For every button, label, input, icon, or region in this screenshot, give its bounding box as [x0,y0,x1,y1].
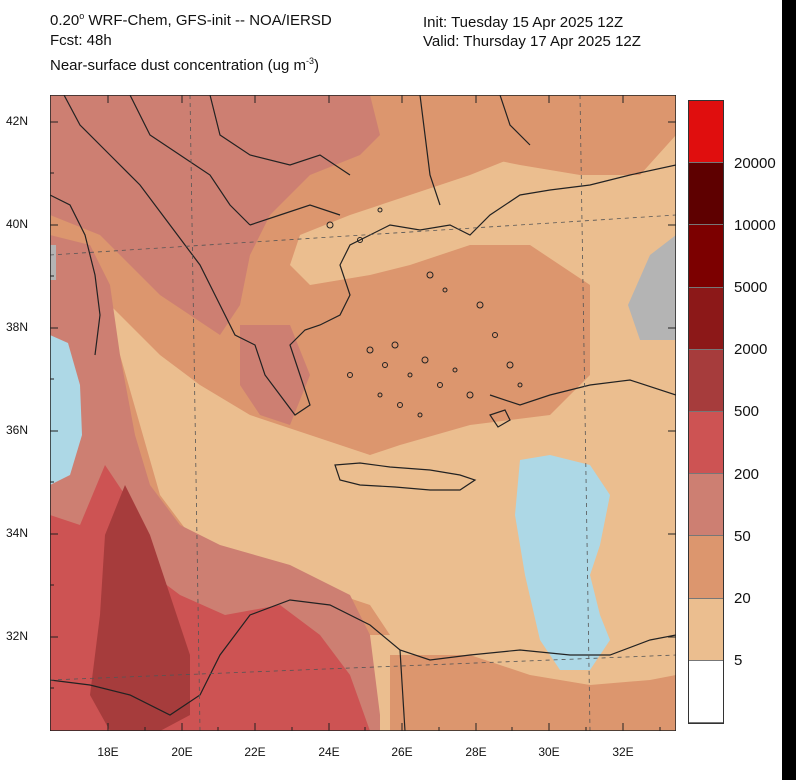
level-20-50-northeast [430,95,676,175]
lat-label: 36N [6,423,29,437]
colorbar-segment [689,474,723,537]
colorbar-segment [689,225,723,288]
colorbar-label: 10000 [734,217,776,234]
resolution-text: 0.20 [50,12,80,29]
colorbar-segment [689,660,723,723]
level-20-50-egypt-coast [390,655,676,731]
colorbar-label: 20000 [734,155,776,172]
level-500-2000-sirte [90,485,190,731]
coastlines [50,95,676,731]
lat-label: 42N [6,114,29,128]
colorbar-label: 50 [734,528,751,545]
axis-ticks [50,95,676,731]
lon-label: 30E [538,745,560,759]
graticule [50,95,676,731]
lat-label: 38N [6,320,29,334]
colorbar-segment [689,412,723,475]
colorbar-label: 5000 [734,279,768,296]
lon-label: 28E [465,745,487,759]
forecast-hour: Fcst: 48h [50,32,112,49]
lat-label: 40N [6,217,29,231]
variable-name-text: Near-surface dust concentration (ug m [50,57,306,74]
missing-data-area-west [50,245,56,280]
colorbar-segment [689,598,723,661]
lat-label: 34N [6,526,29,540]
model-line: 0.20o WRF-Chem, GFS-init -- NOA/IERSD [50,11,332,29]
variable-title: Near-surface dust concentration (ug m-3) [50,51,332,76]
lat-label: 32N [6,629,29,643]
valid-time: Valid: Thursday 17 Apr 2025 12Z [423,33,641,50]
title-left: 0.20o WRF-Chem, GFS-init -- NOA/IERSD Fc… [50,6,332,76]
no-dust-area-adriatic [50,335,82,485]
title-right: Init: Tuesday 15 Apr 2025 12Z Valid: Thu… [423,13,641,51]
colorbar-segment [689,163,723,226]
colorbar-segment [689,349,723,412]
aegean-islands [326,207,523,418]
colorbar-label: 20 [734,590,751,607]
colorbar-label: 500 [734,403,760,420]
init-time: Init: Tuesday 15 Apr 2025 12Z [423,14,624,31]
unit-exponent: -3 [305,56,314,66]
colorbar-label: 200 [734,466,760,483]
dust-map [50,95,676,731]
screen-edge [782,0,796,780]
level-50-200-balkans [50,95,380,335]
colorbar-label: 2000 [734,341,768,358]
colorbar [688,100,724,724]
lon-label: 26E [391,745,413,759]
colorbar-segment [689,536,723,599]
header: 0.20o WRF-Chem, GFS-init -- NOA/IERSD Fc… [0,0,782,78]
lon-label: 22E [244,745,266,759]
no-dust-area-east-mediterranean [515,455,610,670]
colorbar-segment [689,287,723,350]
model-name-text: WRF-Chem, GFS-init -- NOA/IERSD [88,12,332,29]
lon-label: 18E [97,745,119,759]
lon-label: 20E [171,745,193,759]
variable-close-text: ) [313,57,319,74]
colorbar-label: 5 [734,652,743,669]
level-50-200-peloponnese [240,325,310,425]
lon-label: 32E [612,745,634,759]
colorbar-segment [689,101,723,164]
missing-data-area [628,235,676,340]
lon-label: 24E [318,745,340,759]
